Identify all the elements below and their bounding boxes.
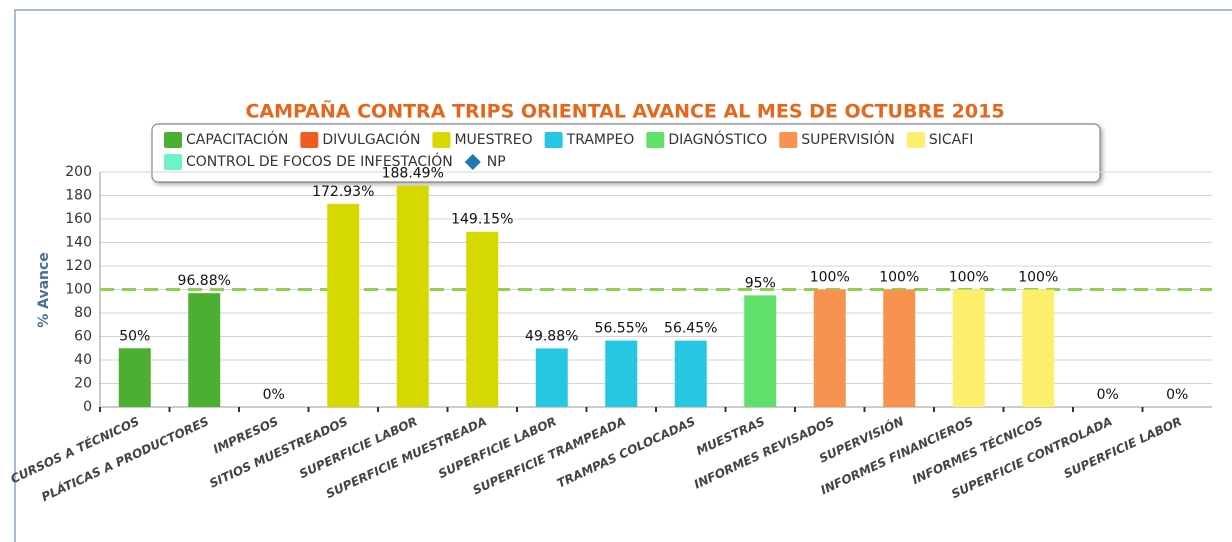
y-tick-label: 80 <box>74 305 92 321</box>
data-label: 96.88% <box>178 273 231 289</box>
data-label: 56.45% <box>664 321 717 337</box>
legend-swatch <box>164 154 182 170</box>
legend-item[interactable]: SICAFI <box>929 132 974 148</box>
data-label: 100% <box>949 270 989 286</box>
data-label: 95% <box>745 275 776 291</box>
bar <box>396 185 429 407</box>
legend-label: SICAFI <box>929 132 974 148</box>
y-tick-label: 180 <box>65 188 92 204</box>
legend-swatch <box>164 132 182 148</box>
data-label: 0% <box>1097 387 1119 403</box>
frame <box>14 9 1232 542</box>
data-label: 100% <box>879 270 919 286</box>
legend-label: SUPERVISIÓN <box>801 130 895 148</box>
bar <box>744 295 777 407</box>
data-label: 100% <box>810 270 850 286</box>
legend-item[interactable]: DIVULGACIÓN <box>322 130 420 148</box>
legend-swatch <box>646 132 665 148</box>
legend-label: CONTROL DE FOCOS DE INFESTACIÓN <box>186 152 453 170</box>
bar <box>466 231 499 407</box>
data-label: 50% <box>119 328 150 344</box>
bar <box>605 340 638 407</box>
legend-label: CAPACITACIÓN <box>186 130 288 148</box>
y-tick-label: 0 <box>83 399 92 415</box>
y-tick-label: 200 <box>65 164 92 180</box>
y-tick-label: 100 <box>65 282 92 298</box>
y-axis-label: % Avance <box>36 252 52 328</box>
data-label: 149.15% <box>451 212 513 228</box>
legend-swatch <box>432 132 451 148</box>
bar <box>327 203 360 407</box>
legend-label: DIAGNÓSTICO <box>668 130 767 148</box>
legend-swatch <box>906 132 925 148</box>
data-label: 56.55% <box>595 321 648 337</box>
legend-item[interactable]: NP <box>487 154 506 170</box>
bar <box>883 289 916 407</box>
legend-item[interactable]: CAPACITACIÓN <box>186 130 288 148</box>
legend-swatch <box>464 154 481 170</box>
legend-item[interactable]: SUPERVISIÓN <box>801 130 895 148</box>
legend-swatch <box>300 132 319 148</box>
data-label: 0% <box>1166 387 1188 403</box>
y-tick-label: 120 <box>65 258 92 274</box>
bar <box>813 289 846 407</box>
legend-swatch <box>544 132 563 148</box>
y-tick-label: 20 <box>74 376 92 392</box>
bar <box>1022 289 1055 407</box>
legend-label: TRAMPEO <box>566 132 635 148</box>
bar <box>118 348 151 407</box>
bar <box>952 289 985 407</box>
chart-title: CAMPAÑA CONTRA TRIPS ORIENTAL AVANCE AL … <box>245 99 1004 123</box>
legend-swatch <box>779 132 798 148</box>
legend-label: DIVULGACIÓN <box>322 130 420 148</box>
y-tick-label: 40 <box>74 352 92 368</box>
legend-label: MUESTREO <box>454 132 532 148</box>
legend-item[interactable]: TRAMPEO <box>566 132 635 148</box>
data-label: 0% <box>263 387 285 403</box>
y-tick-label: 160 <box>65 211 92 227</box>
legend-label: NP <box>487 154 506 170</box>
legend-item[interactable]: MUESTREO <box>454 132 532 148</box>
legend-item[interactable]: CONTROL DE FOCOS DE INFESTACIÓN <box>186 152 453 170</box>
data-label: 49.88% <box>525 328 578 344</box>
legend-item[interactable]: DIAGNÓSTICO <box>668 130 767 148</box>
y-tick-label: 140 <box>65 235 92 251</box>
data-label: 172.93% <box>312 184 374 200</box>
data-label: 100% <box>1018 270 1058 286</box>
data-label: 188.49% <box>382 166 444 182</box>
legend-box <box>151 123 1101 183</box>
y-tick-label: 60 <box>74 329 92 345</box>
bar <box>535 348 568 407</box>
bar <box>188 293 221 407</box>
bar <box>674 340 707 407</box>
